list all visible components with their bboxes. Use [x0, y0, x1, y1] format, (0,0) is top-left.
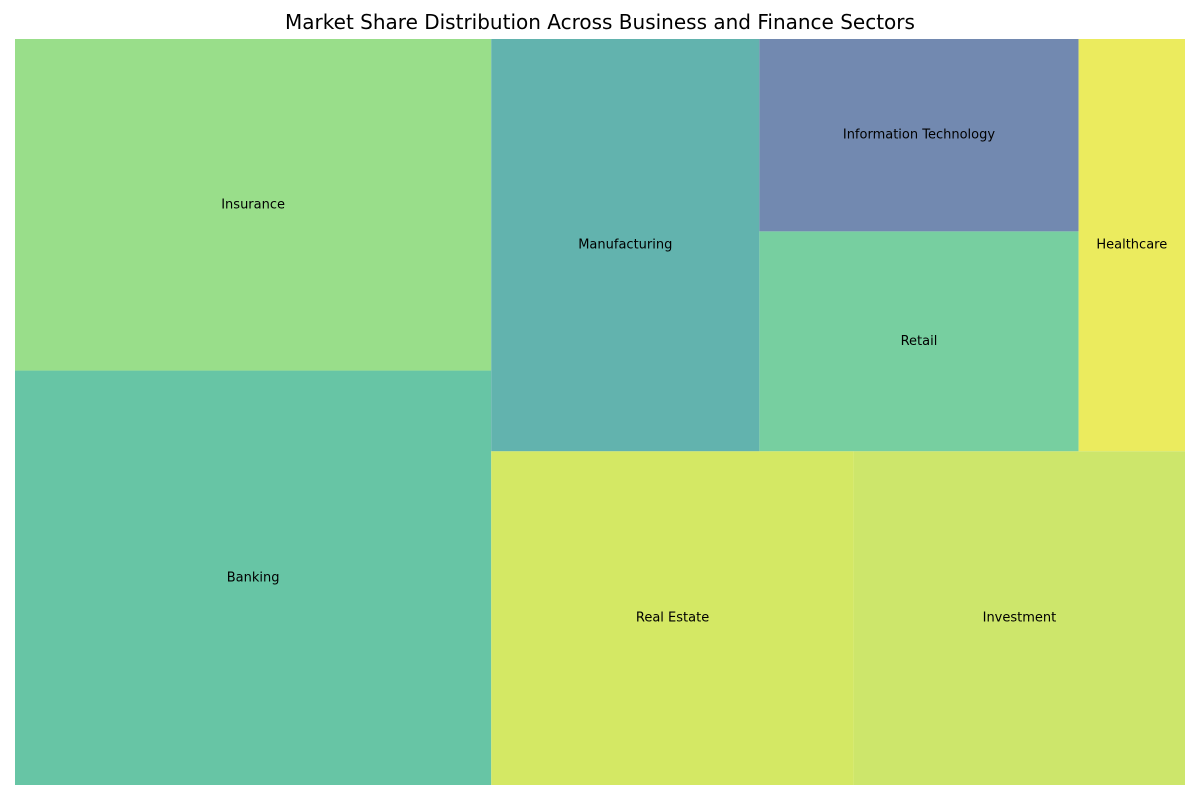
chart-title: Market Share Distribution Across Busines… [285, 10, 915, 34]
treemap-label-investment: Investment [983, 611, 1057, 626]
treemap-cell-investment [853, 451, 1185, 785]
treemap-cell-information-technology [759, 39, 1079, 232]
treemap-cell-healthcare [1078, 39, 1185, 452]
treemap-label-information-technology: Information Technology [843, 128, 996, 143]
treemap-label-manufacturing: Manufacturing [578, 238, 672, 253]
treemap-cell-insurance [15, 39, 492, 371]
treemap-label-retail: Retail [901, 334, 938, 349]
treemap-label-healthcare: Healthcare [1096, 238, 1167, 253]
treemap-label-insurance: Insurance [221, 197, 285, 212]
treemap-cell-banking [15, 370, 492, 785]
treemap-cell-retail [759, 231, 1079, 452]
treemap-label-banking: Banking [227, 570, 280, 585]
treemap-cell-manufacturing [491, 39, 760, 452]
treemap-cell-real-estate [491, 451, 854, 785]
treemap-label-real-estate: Real Estate [636, 611, 709, 626]
